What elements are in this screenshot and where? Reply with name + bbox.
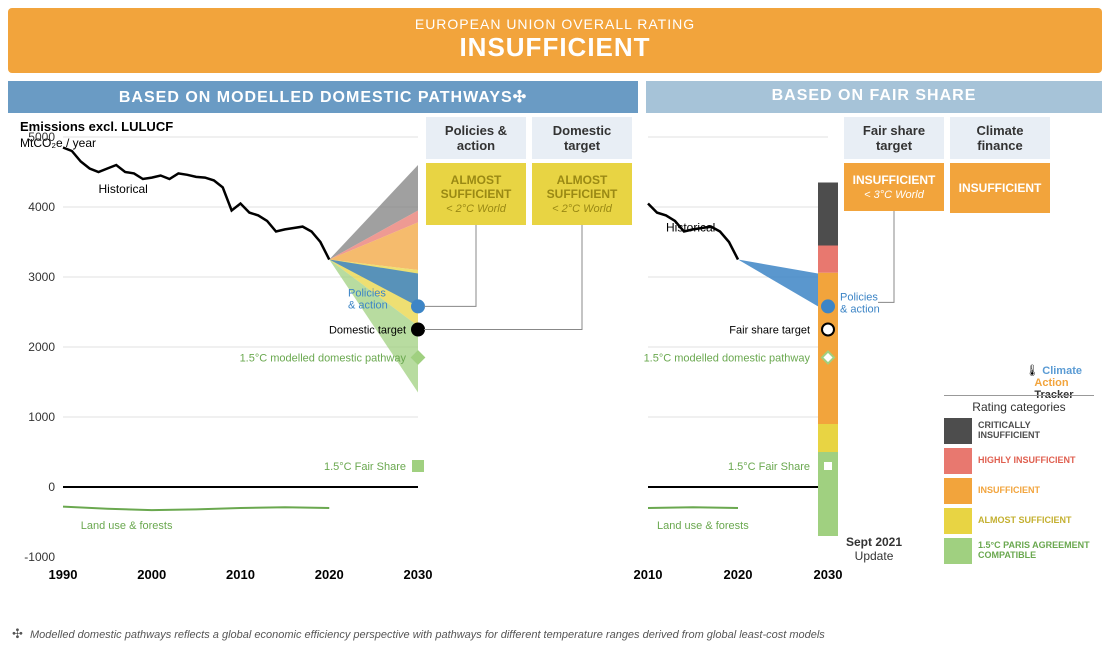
svg-text:2030: 2030 [814, 567, 843, 582]
svg-text:4000: 4000 [28, 200, 55, 214]
rating-policies-temp: < 2°C World [430, 203, 522, 215]
svg-text:Domestic target: Domestic target [329, 325, 406, 337]
svg-text:1000: 1000 [28, 410, 55, 424]
svg-text:Policies: Policies [348, 287, 386, 299]
rating-domestic: Domestic target ALMOST SUFFICIENT < 2°C … [532, 117, 632, 225]
rating-finance-header: Climate finance [950, 117, 1050, 159]
rating-policies-body: ALMOST SUFFICIENT < 2°C World [426, 163, 526, 225]
legend-item: HIGHLY INSUFFICIENT [944, 448, 1094, 474]
svg-text:2010: 2010 [634, 567, 663, 582]
svg-text:& action: & action [348, 299, 388, 311]
svg-text:& action: & action [840, 303, 880, 315]
logo-action: Action [1034, 377, 1068, 389]
svg-text:Fair share target: Fair share target [729, 325, 810, 337]
svg-text:1.5°C modelled domestic pathwa: 1.5°C modelled domestic pathway [240, 353, 407, 365]
rating-fairshare-label: INSUFFICIENT [853, 173, 936, 187]
rating-finance-body: INSUFFICIENT [950, 163, 1050, 213]
rating-fairshare-temp: < 3°C World [848, 189, 940, 201]
section-headers: BASED ON MODELLED DOMESTIC PATHWAYS✣ BAS… [8, 81, 1102, 113]
header-title: INSUFFICIENT [8, 32, 1102, 63]
rating-domestic-body: ALMOST SUFFICIENT < 2°C World [532, 163, 632, 225]
legend-title: Rating categories [944, 400, 1094, 414]
svg-text:2000: 2000 [137, 567, 166, 582]
svg-text:2030: 2030 [404, 567, 433, 582]
rating-policies-label: ALMOST SUFFICIENT [441, 173, 512, 201]
rating-policies-header: Policies & action [426, 117, 526, 159]
svg-text:Historical: Historical [99, 182, 148, 196]
legend-panel: Rating categories CRITICALLY INSUFFICIEN… [944, 395, 1094, 568]
rating-policies: Policies & action ALMOST SUFFICIENT < 2°… [426, 117, 526, 225]
svg-text:Historical: Historical [666, 221, 715, 235]
svg-text:5000: 5000 [28, 130, 55, 144]
svg-text:1.5°C modelled domestic pathwa: 1.5°C modelled domestic pathway [644, 353, 811, 365]
header-subtitle: EUROPEAN UNION OVERALL RATING [8, 16, 1102, 32]
chart-area: Emissions excl. LULUCFMtCO₂e / year50004… [8, 117, 1102, 607]
svg-text:Land use & forests: Land use & forests [81, 520, 173, 532]
legend-item: ALMOST SUFFICIENT [944, 508, 1094, 534]
rating-finance-label: INSUFFICIENT [959, 181, 1042, 195]
rating-fairshare-header: Fair share target [844, 117, 944, 159]
rating-domestic-header: Domestic target [532, 117, 632, 159]
section-left-header: BASED ON MODELLED DOMESTIC PATHWAYS✣ [8, 81, 638, 113]
rating-fairshare-body: INSUFFICIENT < 3°C World [844, 163, 944, 211]
update-word: Update [855, 549, 894, 563]
rating-domestic-temp: < 2°C World [536, 203, 628, 215]
svg-text:2020: 2020 [724, 567, 753, 582]
legend-item: CRITICALLY INSUFFICIENT [944, 418, 1094, 444]
footnote: ✣ Modelled domestic pathways reflects a … [12, 626, 825, 642]
svg-text:2010: 2010 [226, 567, 255, 582]
svg-text:Policies: Policies [840, 291, 878, 303]
svg-text:0: 0 [48, 480, 55, 494]
legend-item: 1.5°C PARIS AGREEMENT COMPATIBLE [944, 538, 1094, 564]
svg-text:2000: 2000 [28, 340, 55, 354]
svg-text:3000: 3000 [28, 270, 55, 284]
footnote-symbol: ✣ [12, 626, 23, 641]
infographic-root: EUROPEAN UNION OVERALL RATING INSUFFICIE… [0, 0, 1110, 650]
svg-text:1.5°C Fair Share: 1.5°C Fair Share [324, 461, 406, 473]
logo-climate: Climate [1042, 365, 1082, 377]
svg-text:-1000: -1000 [24, 550, 55, 564]
update-date: Sept 2021 [846, 535, 902, 549]
update-stamp: Sept 2021 Update [846, 535, 902, 563]
svg-text:Land use & forests: Land use & forests [657, 520, 749, 532]
svg-text:2020: 2020 [315, 567, 344, 582]
rating-domestic-label: ALMOST SUFFICIENT [547, 173, 618, 201]
svg-text:1990: 1990 [49, 567, 78, 582]
rating-fairshare: Fair share target INSUFFICIENT < 3°C Wor… [844, 117, 944, 211]
rating-finance: Climate finance INSUFFICIENT [950, 117, 1050, 213]
section-right-header: BASED ON FAIR SHARE [646, 81, 1102, 113]
svg-text:1.5°C Fair Share: 1.5°C Fair Share [728, 461, 810, 473]
header-banner: EUROPEAN UNION OVERALL RATING INSUFFICIE… [8, 8, 1102, 73]
legend-item: INSUFFICIENT [944, 478, 1094, 504]
footnote-text: Modelled domestic pathways reflects a gl… [30, 629, 825, 641]
